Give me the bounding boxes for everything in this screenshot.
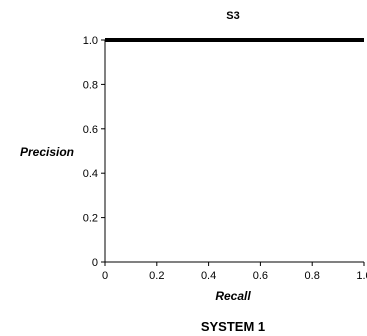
x-tick-label: 0.6	[253, 270, 268, 282]
x-axis-label: Recall	[215, 289, 251, 303]
x-tick-label: 0.2	[149, 270, 164, 282]
x-tick-label: 0.4	[201, 270, 216, 282]
x-tick-label: 1.0	[356, 270, 367, 282]
chart-caption: SYSTEM 1	[201, 319, 265, 334]
y-tick-label: 0.6	[83, 124, 98, 136]
axes-group: 0 0.2 0.4 0.6 0.8 1.0 0 0.2 0.4 0.6 0.8 1.0	[83, 35, 367, 282]
y-axis-label: Precision	[20, 145, 74, 159]
y-tick-label: 0.8	[83, 79, 98, 91]
chart-title: S3	[226, 10, 239, 22]
x-tick-label: 0	[102, 270, 108, 282]
x-tick-label: 0.8	[305, 270, 320, 282]
y-tick-label: 0.4	[83, 168, 98, 180]
y-tick-label: 1.0	[83, 35, 98, 47]
y-tick-label: 0.2	[83, 213, 98, 225]
y-tick-label: 0	[92, 257, 98, 269]
